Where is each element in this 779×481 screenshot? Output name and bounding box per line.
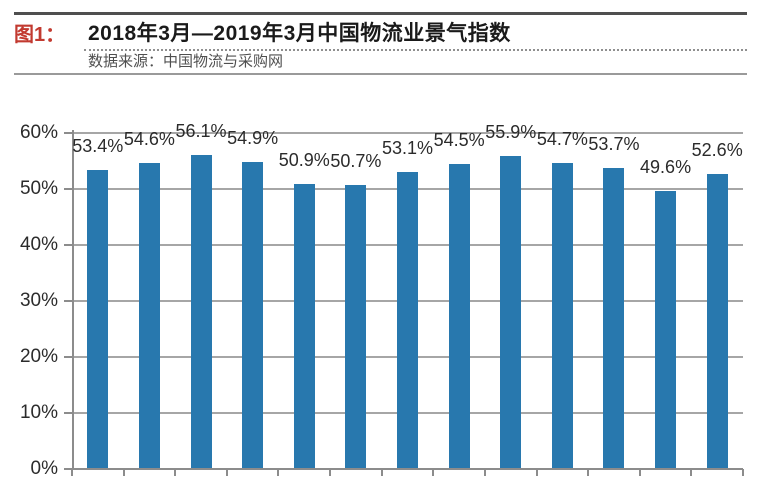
bar-value-label: 50.7% [330,151,382,172]
y-tick-label: 40% [19,234,58,255]
header-top-rule [14,12,747,15]
y-tick [64,244,72,246]
x-tick [742,469,744,476]
y-tick [64,188,72,190]
x-tick [174,469,177,476]
x-tick [535,469,538,476]
bar-value-label: 53.4% [72,135,124,156]
x-tick [277,469,280,476]
x-tick [329,469,332,476]
bar [448,163,470,469]
y-tick [64,412,72,414]
x-tick [483,469,486,476]
header-bottom-rule [14,73,747,75]
bar-value-label: 52.6% [691,140,743,161]
bar [551,162,573,469]
bar-value-label: 56.1% [175,120,227,141]
title-row: 图1： 2018年3月—2019年3月中国物流业景气指数 [14,15,747,49]
y-tick [64,468,72,470]
bar-value-label: 55.9% [485,121,537,142]
y-axis [72,130,74,469]
bar-value-label: 50.9% [278,149,330,170]
bar [138,163,160,469]
y-tick-label: 50% [19,178,58,199]
x-tick [638,469,641,476]
x-axis [72,468,743,470]
bar-value-label: 54.9% [227,127,279,148]
y-tick-label: 10% [19,402,58,423]
bar [500,155,522,469]
y-tick-label: 30% [19,290,58,311]
bar [87,169,109,469]
x-tick [587,469,590,476]
chart-title: 2018年3月—2019年3月中国物流业景气指数 [88,22,511,45]
bar [242,161,264,469]
figure-number-label: 图1： [14,23,66,46]
x-tick [432,469,435,476]
bar [345,185,367,469]
bar [190,154,212,469]
bar-value-label: 49.6% [640,157,692,178]
bar-value-label: 53.7% [588,134,640,155]
bar-value-label: 54.5% [433,129,485,150]
x-tick [122,469,125,476]
x-tick [380,469,383,476]
bar [706,174,728,469]
bar [603,168,625,469]
y-tick [64,356,72,358]
y-tick-label: 60% [19,122,58,143]
bar [655,191,677,469]
y-tick-label: 20% [19,346,58,367]
y-tick [64,300,72,302]
bar [397,171,418,469]
y-tick [64,132,72,134]
figure-header: 图1： 2018年3月—2019年3月中国物流业景气指数 数据来源：中国物流与采… [14,12,747,75]
bar-value-label: 54.6% [123,129,175,150]
bar-value-label: 53.1% [381,137,434,158]
y-tick-label: 0% [30,458,58,479]
x-tick [71,469,73,476]
bar-value-label: 54.7% [536,128,588,149]
x-tick [225,469,228,476]
dotted-divider [84,49,747,51]
x-tick [690,469,693,476]
bar [293,183,315,469]
gridline [72,132,743,134]
data-source-label: 数据来源：中国物流与采购网 [88,53,284,70]
